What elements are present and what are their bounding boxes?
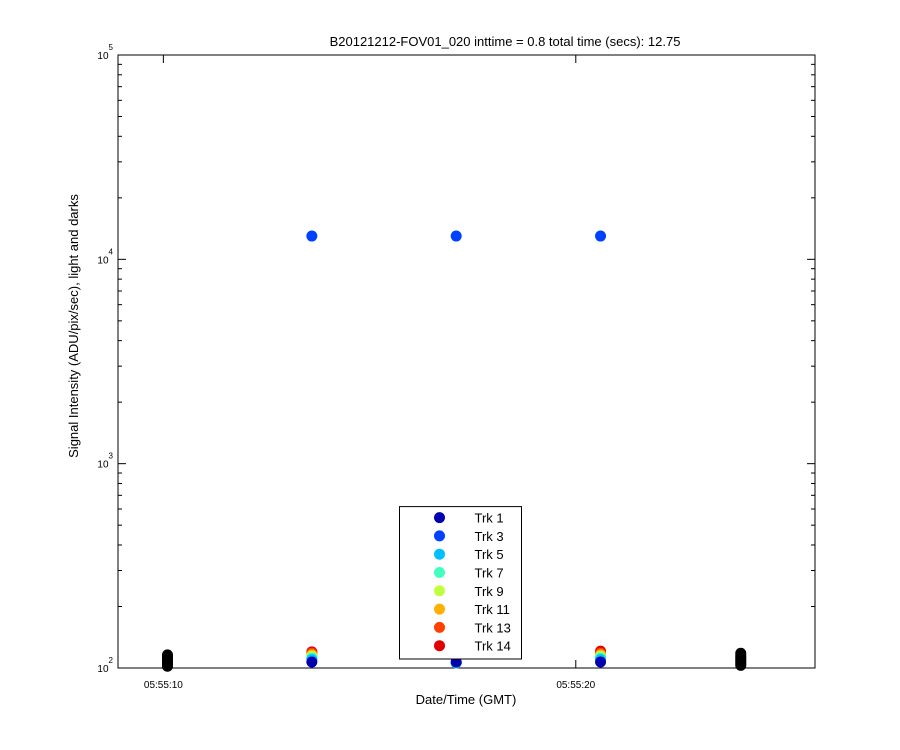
legend-marker	[434, 548, 445, 560]
data-point	[595, 656, 607, 668]
legend-marker	[434, 603, 445, 615]
y-axis-label: Signal Intensity (ADU/pix/sec), light an…	[66, 194, 81, 458]
y-tick-base: 10	[97, 664, 109, 675]
data-point	[735, 647, 747, 659]
legend-box	[399, 506, 522, 660]
y-tick-exponent: 4	[109, 247, 114, 256]
legend-label: Trk 3	[475, 529, 504, 544]
legend-label: Trk 11	[475, 602, 510, 617]
data-point	[595, 230, 607, 242]
y-tick-base: 10	[97, 51, 109, 62]
y-tick-exponent: 5	[109, 43, 114, 52]
y-tick-label: 102	[97, 656, 113, 675]
chart-title: B20121212-FOV01_020 inttime = 0.8 total …	[330, 34, 681, 49]
legend-marker	[434, 585, 445, 597]
data-point	[306, 230, 318, 242]
legend-label: Trk 13	[475, 620, 511, 635]
legend-marker	[434, 640, 445, 652]
y-tick-exponent: 2	[109, 656, 114, 665]
legend-label: Trk 1	[475, 511, 504, 526]
y-tick-base: 10	[97, 460, 109, 471]
data-point	[306, 656, 318, 668]
y-tick-exponent: 3	[109, 452, 114, 461]
legend-label: Trk 7	[475, 566, 504, 581]
legend-label: Trk 5	[475, 547, 504, 562]
legend-label: Trk 9	[475, 584, 504, 599]
x-axis-label: Date/Time (GMT)	[416, 692, 517, 707]
legend-marker	[434, 621, 445, 633]
x-tick-label: 05:55:20	[556, 680, 595, 691]
legend-marker	[434, 512, 445, 524]
legend-marker	[434, 567, 445, 578]
data-point	[161, 649, 173, 661]
y-tick-label: 104	[97, 247, 113, 266]
y-tick-label: 103	[97, 452, 113, 471]
legend-marker	[434, 530, 445, 542]
y-tick-label: 105	[97, 43, 113, 62]
x-tick-label: 05:55:10	[144, 680, 183, 691]
y-tick-base: 10	[97, 255, 109, 266]
data-point	[450, 230, 462, 242]
legend-label: Trk 14	[475, 639, 511, 654]
